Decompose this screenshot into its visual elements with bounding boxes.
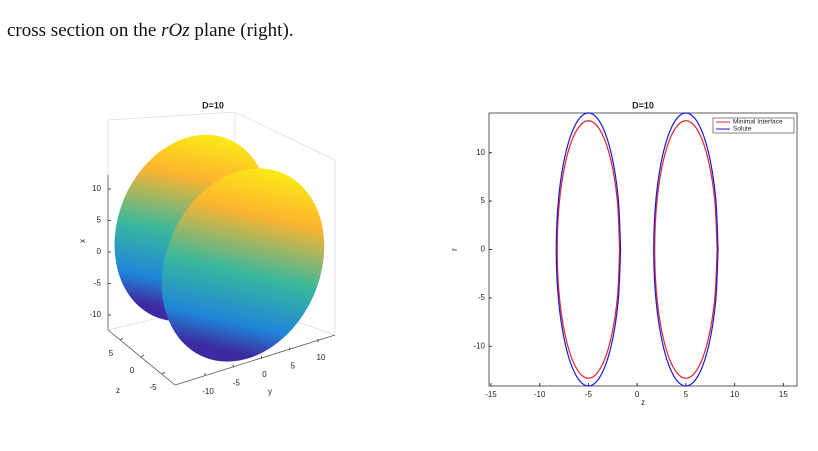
tick-mark <box>140 354 145 358</box>
y-tick-label: 10 <box>476 148 485 157</box>
x-tick-label: -10 <box>534 390 546 399</box>
y-tick-label: 0 <box>481 245 486 254</box>
tick-label: -5 <box>149 383 157 392</box>
caption-text: cross section on the <box>7 20 162 41</box>
tick-label: 5 <box>109 349 114 358</box>
tick-label: 0 <box>262 370 267 379</box>
surface-plot <box>107 111 336 386</box>
axis-line <box>107 329 176 386</box>
x-axis-label: z <box>641 398 645 407</box>
y-tick-label: 5 <box>481 196 486 205</box>
caption-math: rOz <box>161 20 190 41</box>
tick-label: 0 <box>130 366 135 375</box>
surface-front <box>161 168 325 362</box>
legend-label: Minimal Interface <box>733 119 783 126</box>
tick-label: 5 <box>97 216 102 225</box>
tick-mark <box>119 337 124 341</box>
x-tick-label: 15 <box>779 390 788 399</box>
caption-text: plane (right). <box>189 20 294 41</box>
box-edge <box>107 111 236 121</box>
axis-label: z <box>116 386 120 395</box>
axis-label: x <box>78 239 87 243</box>
tick-label: 10 <box>317 353 326 362</box>
axis-line <box>174 334 336 386</box>
axis-label: y <box>268 387 272 396</box>
box-edge <box>234 111 336 161</box>
caption: cross section on the rOz plane (right). <box>7 20 294 42</box>
series-line <box>555 112 719 387</box>
legend-box <box>712 117 795 134</box>
tick-label: 0 <box>97 247 102 256</box>
tick-label: -10 <box>89 310 101 319</box>
x-tick-label: 0 <box>635 390 640 399</box>
tick-mark <box>161 371 166 375</box>
x-tick-label: -5 <box>585 390 593 399</box>
y-axis-label: r <box>450 248 459 251</box>
chart-title: D=10 <box>632 100 654 110</box>
tick-label: -10 <box>202 387 214 396</box>
legend-label: Solute <box>733 126 752 133</box>
plot-area <box>488 112 798 387</box>
tick-label: -5 <box>233 379 241 388</box>
chart-title: D=10 <box>202 100 224 110</box>
series-line <box>556 120 718 379</box>
x-tick-label: -15 <box>485 390 497 399</box>
tick-label: -5 <box>94 279 102 288</box>
y-tick-label: -10 <box>473 341 485 350</box>
x-tick-label: 5 <box>684 390 689 399</box>
tick-label: 10 <box>92 184 101 193</box>
x-tick-label: 10 <box>730 390 739 399</box>
tick-label: 5 <box>291 362 296 371</box>
y-tick-label: -5 <box>478 293 486 302</box>
